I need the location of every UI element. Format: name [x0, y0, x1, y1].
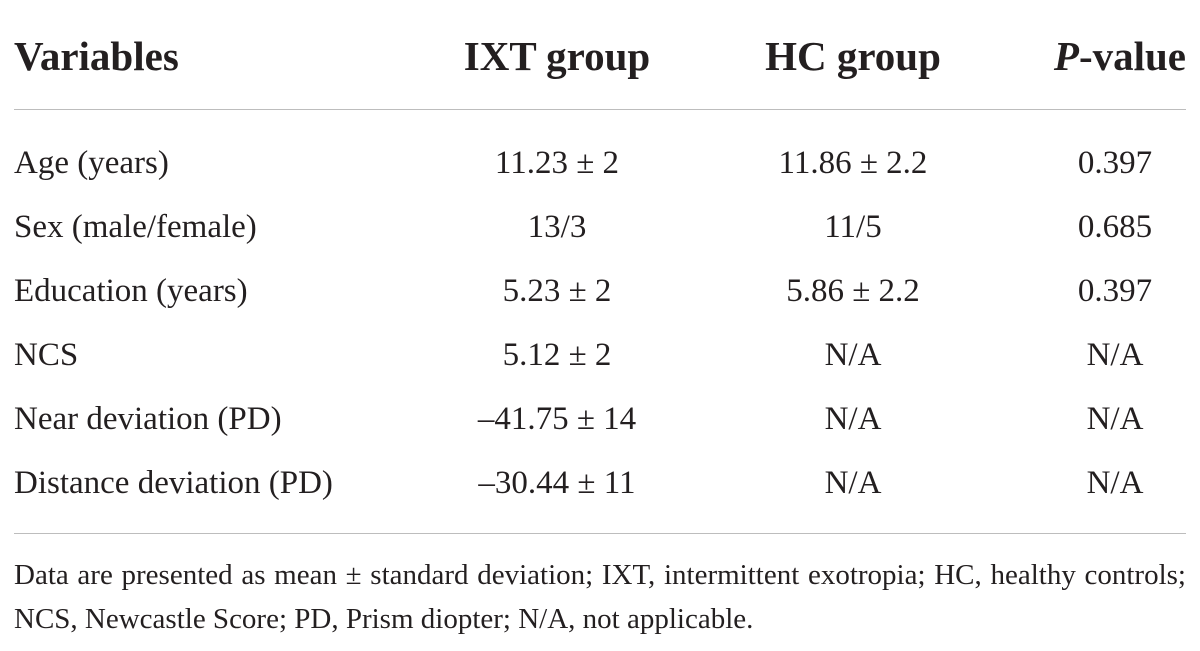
row-label: Distance deviation (PD)	[14, 465, 333, 501]
p-value: 0.397	[1077, 145, 1153, 181]
ixt-value: –30.44 ± 11	[478, 465, 636, 501]
row-label: Sex (male/female)	[14, 209, 257, 245]
row-label: Near deviation (PD)	[14, 401, 282, 437]
row-label: NCS	[14, 337, 79, 373]
header-hc-group: HC group	[765, 33, 941, 79]
header-p-value: P-value	[1054, 28, 1186, 84]
hc-value: 11/5	[824, 209, 882, 245]
header-p-value-italic: P	[1053, 33, 1079, 79]
footer-divider	[14, 533, 1186, 534]
table-footnote: Data are presented as mean ± standard de…	[14, 559, 1186, 635]
table-row-education: Education (years) 5.23 ± 2 5.86 ± 2.2 0.…	[0, 266, 1200, 316]
row-label: Age (years)	[14, 145, 169, 181]
ixt-value: 11.23 ± 2	[494, 145, 620, 181]
hc-value: 5.86 ± 2.2	[786, 273, 920, 309]
table-row-distance-deviation: Distance deviation (PD) –30.44 ± 11 N/A …	[0, 458, 1200, 508]
header-ixt-group: IXT group	[463, 33, 651, 79]
table-row-near-deviation: Near deviation (PD) –41.75 ± 14 N/A N/A	[0, 394, 1200, 444]
hc-value: N/A	[824, 337, 882, 373]
hc-value: N/A	[824, 465, 882, 501]
ixt-value: 5.12 ± 2	[502, 337, 612, 373]
row-label: Education (years)	[14, 273, 248, 309]
p-value: N/A	[1086, 465, 1144, 501]
p-value: 0.397	[1077, 273, 1153, 309]
table-row-age: Age (years) 11.23 ± 2 11.86 ± 2.2 0.397	[0, 138, 1200, 188]
table-row-sex: Sex (male/female) 13/3 11/5 0.685	[0, 202, 1200, 252]
p-value: N/A	[1086, 401, 1144, 437]
p-value: 0.685	[1077, 209, 1153, 245]
header-variables: Variables	[14, 33, 179, 79]
header-p-value-rest: -value	[1078, 33, 1186, 79]
ixt-value: –41.75 ± 14	[477, 401, 637, 437]
hc-value: N/A	[824, 401, 882, 437]
hc-value: 11.86 ± 2.2	[778, 145, 928, 181]
header-divider	[14, 109, 1186, 110]
p-value: N/A	[1086, 337, 1144, 373]
ixt-value: 13/3	[527, 209, 587, 245]
ixt-value: 5.23 ± 2	[502, 273, 612, 309]
table-row-ncs: NCS 5.12 ± 2 N/A N/A	[0, 330, 1200, 380]
